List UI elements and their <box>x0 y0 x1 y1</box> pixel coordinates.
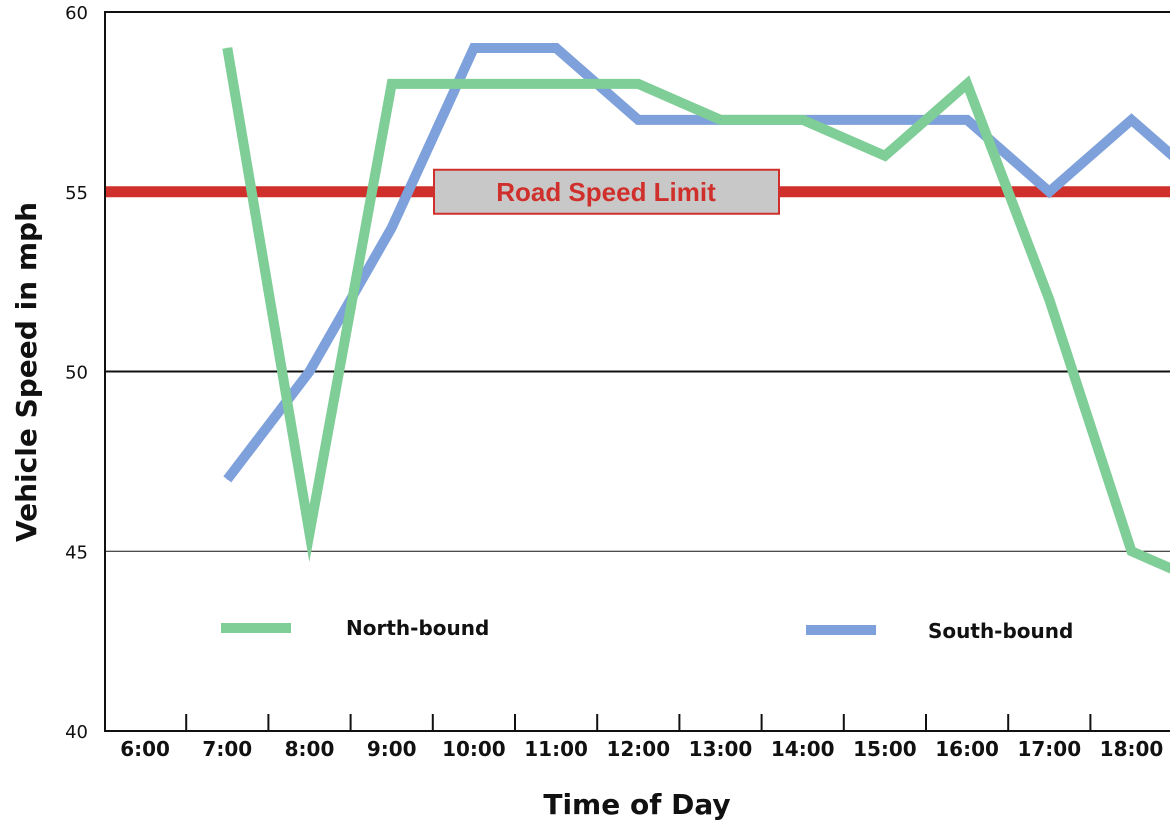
x-tick-label: 10:00 <box>442 737 506 761</box>
data-point-north-bound <box>884 155 886 157</box>
x-tick-label: 17:00 <box>1017 737 1081 761</box>
data-point-north-bound <box>391 83 393 85</box>
data-point-north-bound <box>555 83 557 85</box>
legend-north-label: North-bound <box>346 616 489 640</box>
data-point-south-bound <box>309 371 310 372</box>
y-tick-label: 55 <box>65 183 88 204</box>
data-point-south-bound <box>555 47 557 49</box>
x-tick-label: 9:00 <box>367 737 417 761</box>
speed-limit-label: Road Speed Limit <box>496 177 716 207</box>
y-axis-title: Vehicle Speed in mph <box>10 202 43 542</box>
x-tick-label: 18:00 <box>1100 737 1164 761</box>
data-point-north-bound <box>473 83 475 85</box>
grid-layer <box>105 370 1170 552</box>
data-point-north-bound <box>309 532 310 534</box>
legend-south-label: South-bound <box>928 619 1073 643</box>
data-point-north-bound <box>966 83 968 85</box>
data-point-south-bound <box>966 119 968 121</box>
data-point-south-bound <box>1131 119 1132 121</box>
x-tick-label: 14:00 <box>771 737 835 761</box>
y-tick-label: 60 <box>65 3 88 24</box>
x-tick-label: 11:00 <box>524 737 588 761</box>
data-point-south-bound <box>391 227 393 229</box>
speed-limit-label-box <box>433 168 780 215</box>
data-point-south-bound <box>720 119 721 121</box>
x-tick-label: 7:00 <box>202 737 252 761</box>
legend: North-bound South-bound <box>221 616 1073 643</box>
data-point-north-bound <box>637 83 639 85</box>
x-tick-label: 13:00 <box>689 737 753 761</box>
x-axis-title: Time of Day <box>543 788 730 821</box>
x-tick-label: 6:00 <box>120 737 170 761</box>
ticks-layer: 40 45 50 55 60 6:00 7:00 8:00 9:00 10:00 11:00 12:0… <box>65 3 1163 761</box>
x-tick-label: 12:00 <box>606 737 670 761</box>
speed-limit-layer: Road Speed Limit <box>105 168 1170 215</box>
data-point-south-bound <box>884 119 886 121</box>
data-point-north-bound <box>226 47 228 49</box>
data-point-north-bound <box>1048 299 1050 301</box>
data-point-south-bound <box>1048 191 1050 193</box>
data-point-south-bound <box>473 47 475 49</box>
y-tick-label: 40 <box>65 722 88 743</box>
data-point-north-bound <box>1131 550 1132 552</box>
data-point-south-bound <box>226 478 228 480</box>
y-tick-label: 50 <box>65 363 88 384</box>
series-layer <box>222 42 1170 574</box>
series-line-north-bound <box>222 47 1170 574</box>
x-tick-label: 15:00 <box>853 737 917 761</box>
x-tick-label: 16:00 <box>935 737 999 761</box>
y-tick-label: 45 <box>65 542 88 563</box>
axes-layer <box>104 11 1170 732</box>
data-point-south-bound <box>802 119 804 121</box>
x-tick-label: 8:00 <box>285 737 335 761</box>
data-point-south-bound <box>637 119 639 121</box>
